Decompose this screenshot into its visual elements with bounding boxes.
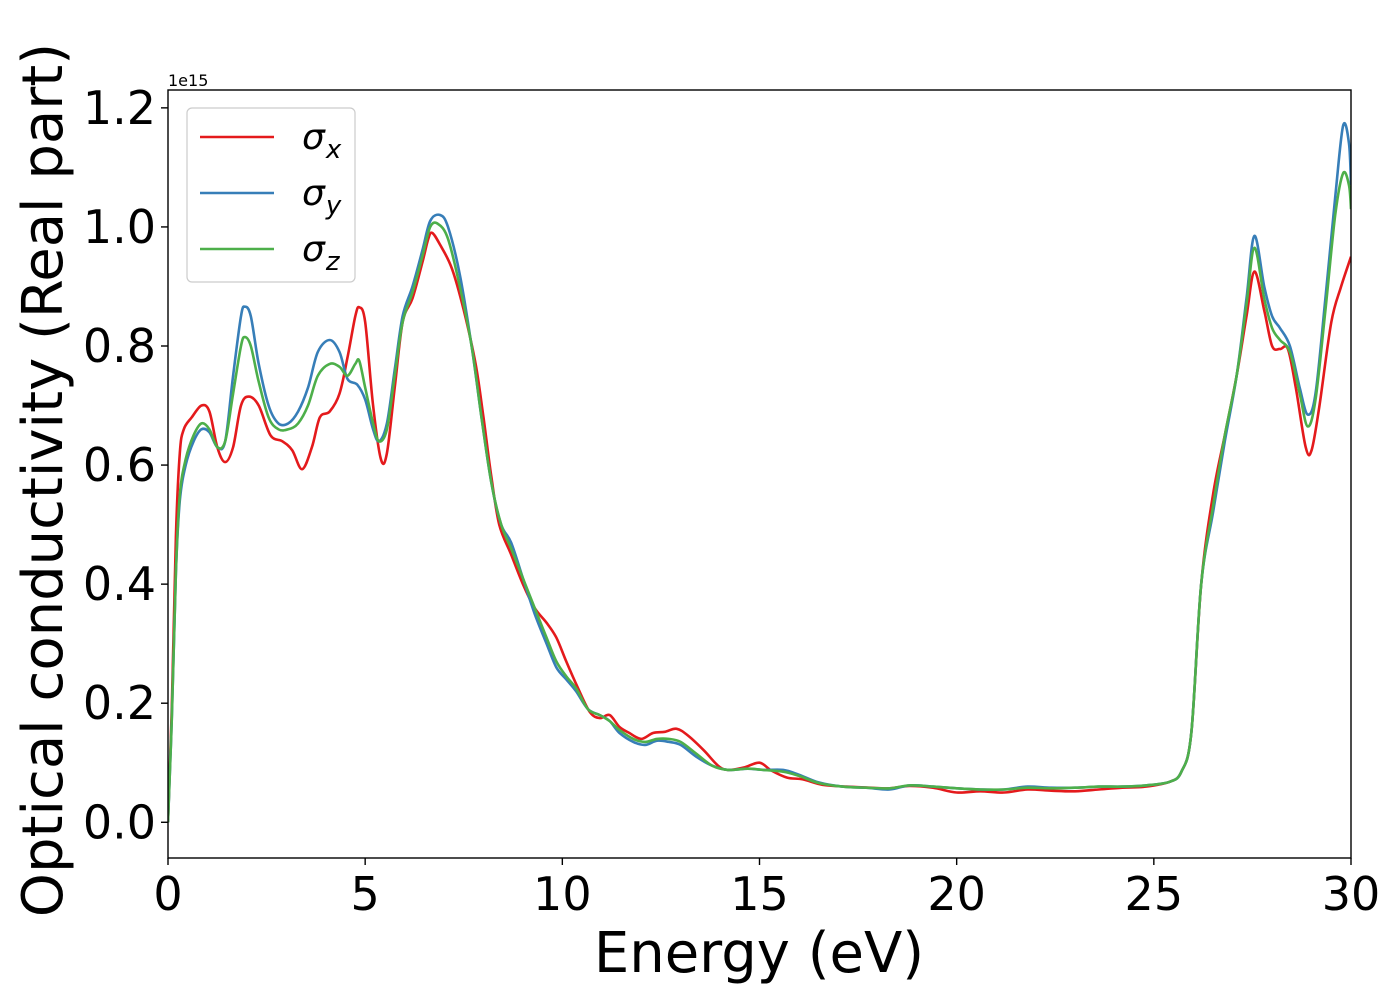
y-tick-label: 0.6: [83, 438, 156, 492]
legend-label-sigma-z: σz: [302, 229, 341, 277]
x-tick-label: 25: [1125, 867, 1184, 921]
x-tick-label: 0: [153, 867, 182, 921]
series-line-sigma-z: [168, 170, 1351, 823]
x-axis-ticks: 0 5 10 15 20 25 30: [153, 858, 1380, 921]
x-tick-label: 20: [927, 867, 986, 921]
y-axis-ticks: 0.0 0.2 0.4 0.6 0.8 1.0 1.2: [83, 81, 168, 849]
y-tick-label: 0.8: [83, 319, 156, 373]
y-tick-label: 0.4: [83, 557, 156, 611]
x-tick-label: 15: [730, 867, 789, 921]
x-tick-label: 10: [533, 867, 592, 921]
legend-frame: [186, 107, 356, 283]
x-tick-label: 30: [1322, 867, 1381, 921]
series-line-sigma-x: [168, 231, 1351, 823]
y-tick-label: 0.0: [83, 795, 156, 849]
y-offset-label: 1e15: [168, 71, 208, 90]
x-tick-label: 5: [351, 867, 380, 921]
y-tick-label: 0.2: [83, 676, 156, 730]
y-tick-label: 1.0: [83, 200, 156, 254]
series-layer: [168, 122, 1351, 823]
y-axis-label: Optical conductivity (Real part): [11, 43, 76, 917]
y-tick-label: 1.2: [83, 81, 156, 135]
x-axis-label: Energy (eV): [594, 921, 924, 986]
